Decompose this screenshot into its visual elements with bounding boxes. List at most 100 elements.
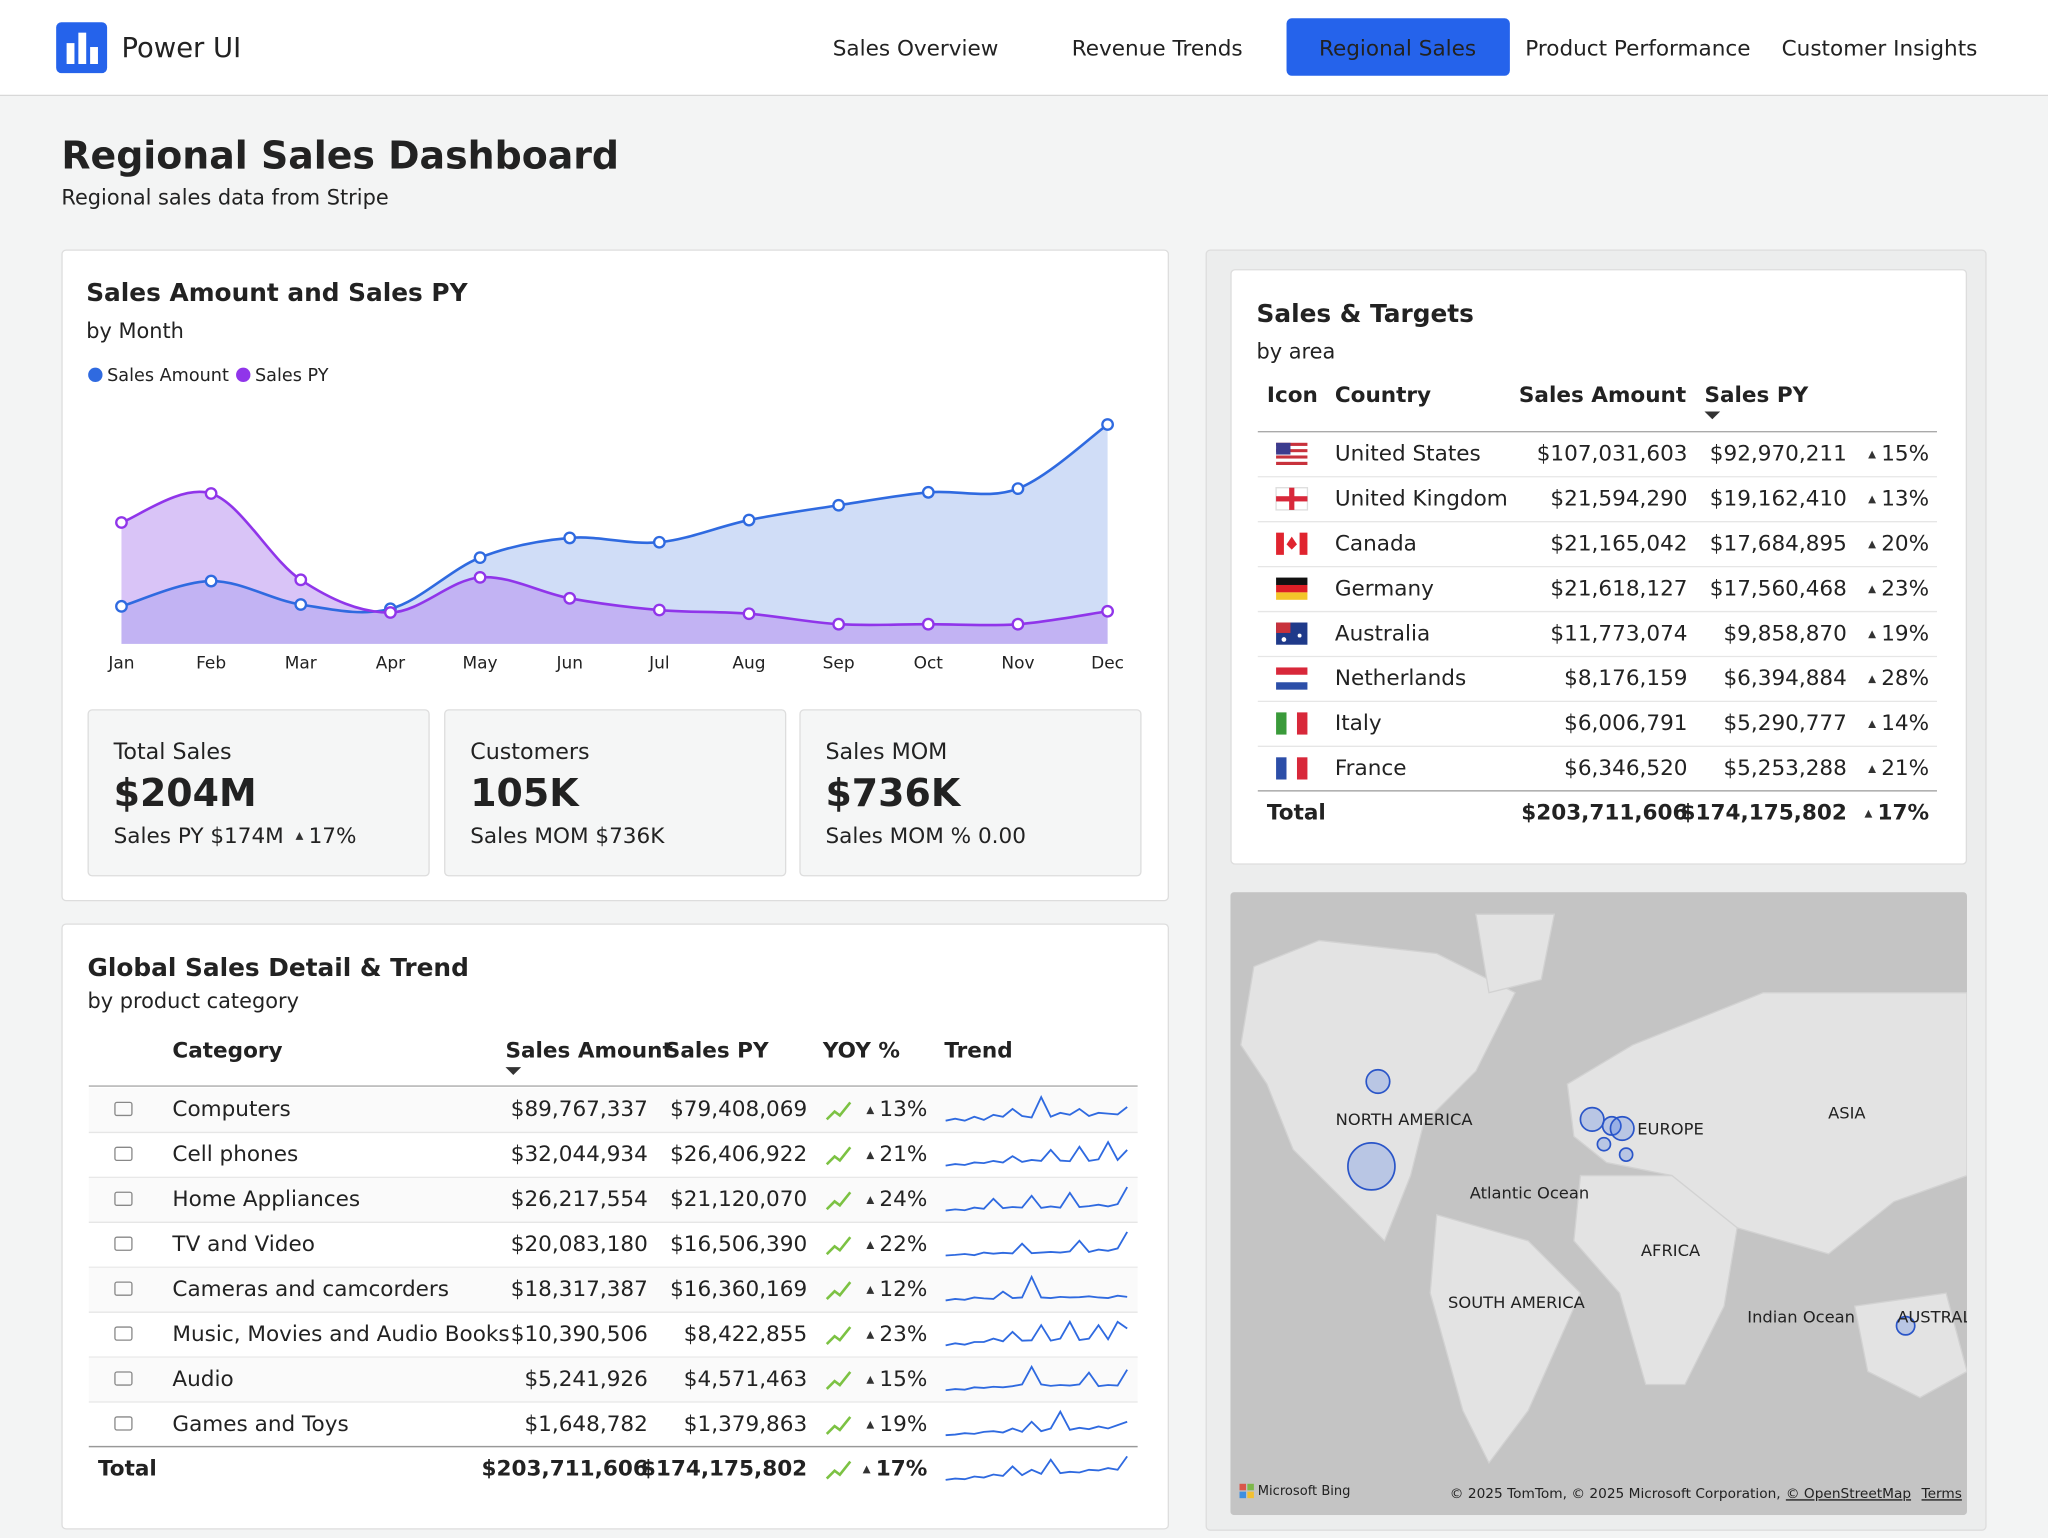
flag: [1276, 712, 1307, 734]
point: [296, 575, 306, 585]
flag-part: [1276, 667, 1307, 674]
sales-amount: $21,618,127: [1550, 576, 1687, 601]
column-header: Icon: [1267, 383, 1318, 408]
category: Computers: [172, 1097, 290, 1122]
category: TV and Video: [171, 1232, 315, 1257]
delta: 13%: [879, 1097, 927, 1122]
sales-py: $92,970,211: [1710, 442, 1847, 467]
nav-item[interactable]: Product Performance: [1525, 37, 1750, 62]
column-header: Sales Amount: [1519, 383, 1686, 408]
map-label: EUROPE: [1637, 1119, 1704, 1138]
sales-py: $26,406,922: [670, 1142, 807, 1167]
flag: [1276, 488, 1307, 510]
point: [206, 576, 216, 586]
map-label: SOUTH AMERICA: [1448, 1293, 1586, 1312]
flag-part: [1297, 757, 1307, 779]
flag-part: [1276, 455, 1307, 458]
products-title: Global Sales Detail & Trend: [88, 953, 469, 982]
x-tick-label: Mar: [285, 654, 317, 674]
point: [744, 515, 754, 525]
point: [1013, 619, 1023, 629]
point: [923, 619, 933, 629]
nav-item[interactable]: Customer Insights: [1782, 37, 1978, 62]
flag-part: [1276, 496, 1307, 501]
x-tick-label: Jul: [648, 654, 669, 674]
x-tick-label: Aug: [732, 654, 765, 674]
delta: 24%: [879, 1187, 927, 1212]
delta: 28%: [1881, 666, 1929, 691]
products-subtitle: by product category: [88, 989, 299, 1013]
map-terms-link[interactable]: Terms: [1921, 1486, 1962, 1502]
x-tick-label: Jun: [555, 654, 583, 674]
point: [475, 572, 485, 582]
x-tick-label: Apr: [376, 654, 405, 674]
kpi-label: Customers: [470, 739, 589, 765]
page-title: Regional Sales Dashboard: [61, 134, 619, 178]
legend-label: Sales Amount: [107, 366, 229, 386]
map-label: Indian Ocean: [1747, 1307, 1855, 1326]
sales-py: $16,506,390: [670, 1232, 807, 1257]
delta: 20%: [1881, 531, 1929, 556]
legend-label: Sales PY: [255, 366, 329, 386]
sales-amount: $18,317,387: [511, 1277, 648, 1302]
sales-amount: $21,165,042: [1550, 531, 1687, 556]
category: Audio: [172, 1367, 233, 1392]
flag-part: [1282, 637, 1287, 642]
total-label: Total: [1267, 801, 1326, 826]
point: [744, 609, 754, 619]
delta: 12%: [879, 1277, 927, 1302]
delta: 13%: [1881, 486, 1929, 511]
x-tick-label: Dec: [1091, 654, 1124, 674]
sales-py: $9,858,870: [1723, 621, 1846, 646]
delta: 21%: [879, 1142, 927, 1167]
flag-part: [1276, 592, 1307, 599]
total-amount: $203,711,606: [1521, 801, 1687, 826]
sales-amount: $8,176,159: [1564, 666, 1687, 691]
map-osm-link[interactable]: © OpenStreetMap: [1786, 1486, 1911, 1502]
chart-title: Sales Amount and Sales PY: [86, 278, 468, 307]
kpi-value: $736K: [825, 771, 961, 815]
flag-part: [1276, 443, 1290, 455]
sales-amount: $1,648,782: [524, 1412, 647, 1437]
logo: [56, 22, 107, 73]
chart-subtitle: by Month: [86, 319, 184, 343]
sales-amount: $5,241,926: [524, 1367, 647, 1392]
flag: [1276, 667, 1307, 689]
flag-part: [1287, 712, 1297, 734]
map-label: ASIA: [1828, 1104, 1866, 1123]
x-tick-label: May: [463, 654, 498, 674]
column-header: Sales Amount: [505, 1038, 672, 1063]
country: Netherlands: [1335, 666, 1466, 691]
category: Home Appliances: [172, 1187, 360, 1212]
point: [116, 601, 126, 611]
point: [1102, 419, 1112, 429]
category: Total: [98, 1456, 157, 1481]
sales-amount: $6,346,520: [1564, 756, 1687, 781]
sales-py: $21,120,070: [670, 1187, 807, 1212]
category: Games and Toys: [172, 1412, 348, 1437]
delta: 14%: [1881, 711, 1929, 736]
flag-part: [1300, 533, 1308, 555]
sales-py: $8,422,855: [684, 1322, 807, 1347]
point: [833, 500, 843, 510]
sales-py: $174,175,802: [641, 1456, 807, 1481]
map-copyright: © 2025 TomTom, © 2025 Microsoft Corporat…: [1450, 1486, 1781, 1502]
nav-item[interactable]: Sales Overview: [833, 37, 999, 62]
delta: 22%: [879, 1232, 927, 1257]
total-py: $174,175,802: [1681, 801, 1847, 826]
nav-item[interactable]: Regional Sales: [1319, 37, 1476, 62]
nav-item[interactable]: Revenue Trends: [1072, 37, 1243, 62]
point: [475, 552, 485, 562]
products-card: [62, 924, 1168, 1529]
flag-part: [1276, 757, 1286, 779]
flag-part: [1276, 533, 1284, 555]
flag: [1276, 533, 1307, 555]
legend-marker: [236, 368, 250, 382]
point: [385, 607, 395, 617]
point: [564, 533, 574, 543]
point: [1013, 483, 1023, 493]
column-header: Sales PY: [665, 1038, 769, 1063]
column-header: Country: [1335, 383, 1431, 408]
brand: Power UI: [121, 33, 241, 64]
